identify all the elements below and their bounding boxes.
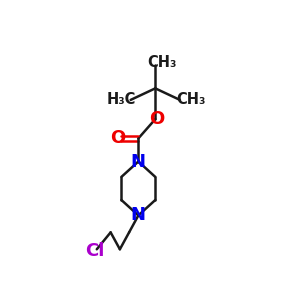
Text: H₃C: H₃C [107,92,136,107]
Text: CH₃: CH₃ [176,92,206,107]
Text: O: O [149,110,164,128]
Text: N: N [131,206,146,224]
Text: CH₃: CH₃ [147,55,176,70]
Text: N: N [131,152,146,170]
Text: Cl: Cl [85,242,105,260]
Text: O: O [110,129,125,147]
